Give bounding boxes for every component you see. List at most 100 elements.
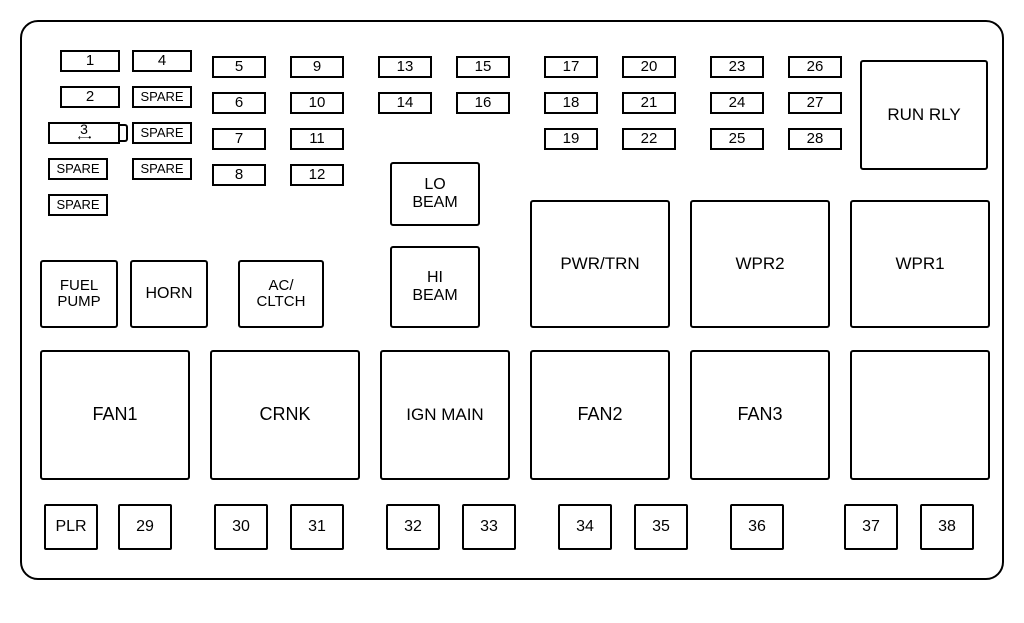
fuse-7-label: 7 bbox=[235, 131, 243, 148]
fuse-22-label: 22 bbox=[641, 131, 658, 148]
fuse-22: 22 bbox=[622, 128, 676, 150]
fuse-28-label: 28 bbox=[807, 131, 824, 148]
fuse-9-label: 9 bbox=[313, 59, 321, 76]
fuse-17: 17 bbox=[544, 56, 598, 78]
bottom-fuse-31-label: 31 bbox=[308, 518, 326, 536]
relay-fuel-pump-label: FUEL PUMP bbox=[57, 278, 100, 311]
fuse-left-col2-2-label: SPARE bbox=[140, 126, 183, 140]
fuse-25-label: 25 bbox=[729, 131, 746, 148]
bottom-fuse-30: 30 bbox=[214, 504, 268, 550]
fuse-left-col1-0-label: 1 bbox=[86, 53, 94, 70]
bottom-fuse-33-label: 33 bbox=[480, 518, 498, 536]
fuse-21: 21 bbox=[622, 92, 676, 114]
fuse-left-col1-4: SPARE bbox=[48, 194, 108, 216]
relay-fan1-label: FAN1 bbox=[92, 405, 137, 425]
fuse-21-label: 21 bbox=[641, 95, 658, 112]
fuse-16: 16 bbox=[456, 92, 510, 114]
relay-fan1: FAN1 bbox=[40, 350, 190, 480]
bottom-fuse-29-label: 29 bbox=[136, 518, 154, 536]
fuse-28: 28 bbox=[788, 128, 842, 150]
fuse-15-label: 15 bbox=[475, 59, 492, 76]
fuse-25: 25 bbox=[710, 128, 764, 150]
fuse-17-label: 17 bbox=[563, 59, 580, 76]
relay-ac-cltch-label: AC/ CLTCH bbox=[257, 278, 306, 311]
fuse-14: 14 bbox=[378, 92, 432, 114]
relay-horn-label: HORN bbox=[145, 285, 192, 303]
fuse-8-label: 8 bbox=[235, 167, 243, 184]
relay-horn: HORN bbox=[130, 260, 208, 328]
relay-ac-cltch: AC/ CLTCH bbox=[238, 260, 324, 328]
relay-ign-main: IGN MAIN bbox=[380, 350, 510, 480]
fuse-23-label: 23 bbox=[729, 59, 746, 76]
bottom-fuse-36: 36 bbox=[730, 504, 784, 550]
fuse-7: 7 bbox=[212, 128, 266, 150]
relay-hi-beam: HI BEAM bbox=[390, 246, 480, 328]
relay-pwr-trn: PWR/TRN bbox=[530, 200, 670, 328]
bottom-fuse-37-label: 37 bbox=[862, 518, 880, 536]
fuse-left-col2-0: 4 bbox=[132, 50, 192, 72]
bottom-fuse-37: 37 bbox=[844, 504, 898, 550]
fuse-14-label: 14 bbox=[397, 95, 414, 112]
fuse-26: 26 bbox=[788, 56, 842, 78]
fuse-left-col2-1-label: SPARE bbox=[140, 90, 183, 104]
fuse-8: 8 bbox=[212, 164, 266, 186]
fuse-left-col1-3-label: SPARE bbox=[56, 162, 99, 176]
relay-run-rly: RUN RLY bbox=[860, 60, 988, 170]
fuse-11-label: 11 bbox=[309, 131, 325, 148]
relay-fan3-label: FAN3 bbox=[737, 405, 782, 425]
fuse-26-label: 26 bbox=[807, 59, 824, 76]
relay-fan2-label: FAN2 bbox=[577, 405, 622, 425]
fuse-11: 11 bbox=[290, 128, 344, 150]
fuse-left-col2-1: SPARE bbox=[132, 86, 192, 108]
relay-fuel-pump: FUEL PUMP bbox=[40, 260, 118, 328]
relay-fan3: FAN3 bbox=[690, 350, 830, 480]
fuse-left-col1-0: 1 bbox=[60, 50, 120, 72]
fuse-left-col1-1-label: 2 bbox=[86, 89, 94, 106]
fuse-19-label: 19 bbox=[563, 131, 580, 148]
fuse-12-label: 12 bbox=[309, 167, 326, 184]
bottom-fuse-PLR: PLR bbox=[44, 504, 98, 550]
fuse-left-col2-2: SPARE bbox=[132, 122, 192, 144]
fuse-18-label: 18 bbox=[563, 95, 580, 112]
bottom-fuse-34: 34 bbox=[558, 504, 612, 550]
bottom-fuse-35: 35 bbox=[634, 504, 688, 550]
fuse-6-label: 6 bbox=[235, 95, 243, 112]
relay-lo-beam-label: LO BEAM bbox=[412, 176, 457, 211]
fuse-left-col2-0-label: 4 bbox=[158, 53, 166, 70]
bottom-fuse-35-label: 35 bbox=[652, 518, 670, 536]
fuse-24: 24 bbox=[710, 92, 764, 114]
fuse-19: 19 bbox=[544, 128, 598, 150]
fuse-left-col2-3-label: SPARE bbox=[140, 162, 183, 176]
fuse-10-label: 10 bbox=[309, 95, 326, 112]
fuse-left-col2-3: SPARE bbox=[132, 158, 192, 180]
relay-ign-main-label: IGN MAIN bbox=[406, 406, 483, 425]
relay-fan2: FAN2 bbox=[530, 350, 670, 480]
fuse-left-col1-4-label: SPARE bbox=[56, 198, 99, 212]
bottom-fuse-30-label: 30 bbox=[232, 518, 250, 536]
fuse-left-col1-3: SPARE bbox=[48, 158, 108, 180]
relay-wpr2: WPR2 bbox=[690, 200, 830, 328]
bottom-fuse-32-label: 32 bbox=[404, 518, 422, 536]
fuse-3-arrow-icon: ⟵• bbox=[78, 135, 90, 141]
relay-hi-beam-label: HI BEAM bbox=[412, 269, 457, 304]
relay-crnk-label: CRNK bbox=[259, 405, 310, 425]
fuse-left-col1-2: 3⟵• bbox=[48, 122, 120, 144]
fuse-5: 5 bbox=[212, 56, 266, 78]
fuse-20: 20 bbox=[622, 56, 676, 78]
fuse-10: 10 bbox=[290, 92, 344, 114]
fuse-left-col1-1: 2 bbox=[60, 86, 120, 108]
bottom-fuse-38-label: 38 bbox=[938, 518, 956, 536]
relay-wpr1-label: WPR1 bbox=[895, 255, 944, 274]
fuse-27-label: 27 bbox=[807, 95, 824, 112]
bottom-fuse-32: 32 bbox=[386, 504, 440, 550]
fuse-9: 9 bbox=[290, 56, 344, 78]
fuse-20-label: 20 bbox=[641, 59, 658, 76]
fuse-box-diagram: 123⟵•SPARESPARE4SPARESPARESPARE567891011… bbox=[0, 0, 1024, 623]
fuse-15: 15 bbox=[456, 56, 510, 78]
bottom-fuse-29: 29 bbox=[118, 504, 172, 550]
relay-blank-14 bbox=[850, 350, 990, 480]
fuse-27: 27 bbox=[788, 92, 842, 114]
fuse-23: 23 bbox=[710, 56, 764, 78]
fuse-12: 12 bbox=[290, 164, 344, 186]
fuse-6: 6 bbox=[212, 92, 266, 114]
